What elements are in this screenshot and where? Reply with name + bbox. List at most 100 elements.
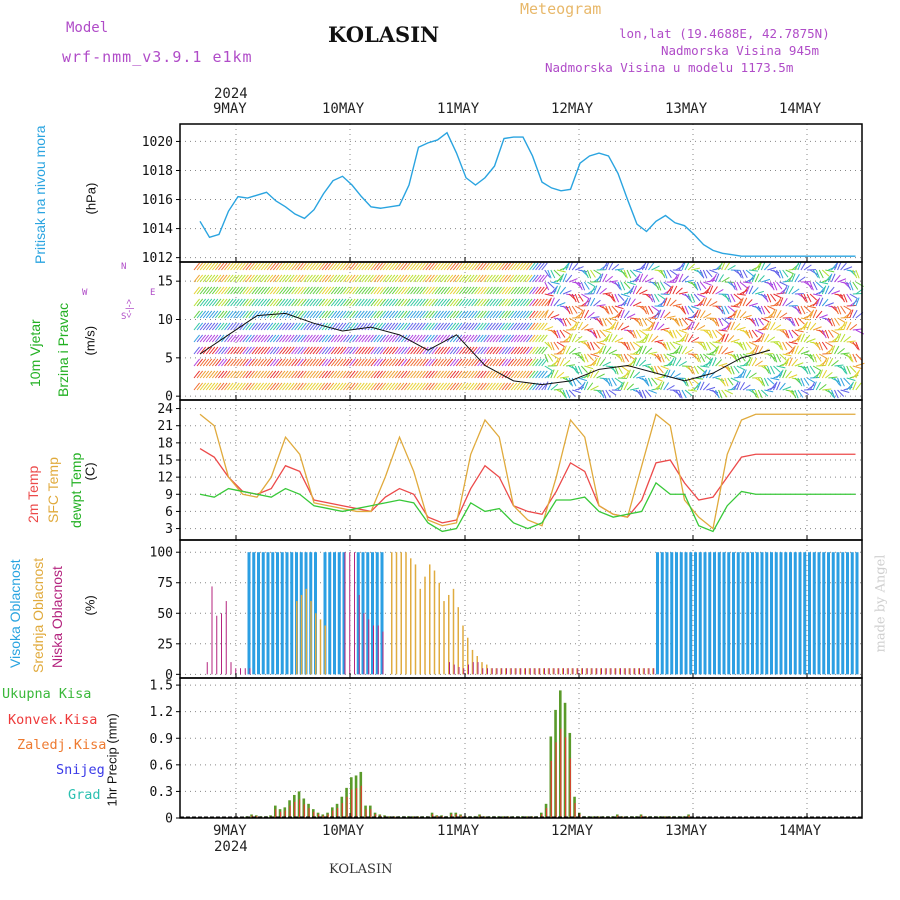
wind-barb — [218, 358, 225, 367]
wind-barb — [321, 310, 329, 319]
wind-barb — [809, 309, 815, 319]
wind-barb — [666, 341, 671, 351]
wind-barb — [208, 298, 216, 307]
wind-barb — [651, 335, 659, 343]
wind-barb — [440, 262, 448, 271]
wind-barb — [663, 297, 668, 307]
wind-barb — [645, 347, 653, 355]
wind-barb — [404, 310, 411, 319]
wind-barb — [602, 262, 608, 271]
wind-barb — [330, 358, 338, 367]
wind-barb — [602, 273, 608, 283]
wind-barb — [590, 297, 596, 307]
wind-barb — [297, 322, 304, 331]
wind-barb — [279, 370, 286, 379]
wind-barb — [519, 298, 527, 307]
wind-barb — [373, 334, 380, 343]
wind-barb — [849, 281, 854, 291]
wind-barb — [303, 298, 310, 307]
wind-barb — [672, 357, 677, 367]
wind-barb — [373, 382, 380, 391]
wind-barb — [455, 346, 463, 355]
wind-barb — [205, 370, 213, 379]
wind-barb — [416, 262, 423, 271]
wind-barb — [678, 389, 683, 399]
wind-barb — [440, 334, 448, 343]
wind-barb — [779, 353, 787, 361]
wind-barb — [785, 285, 790, 295]
wind-barb — [629, 269, 637, 277]
wind-barb — [813, 293, 823, 297]
cloud-low-bar — [539, 668, 541, 675]
cloud-mid-bar — [562, 668, 564, 675]
cloud-low-bar — [534, 668, 536, 675]
precip-conv-bar — [303, 804, 305, 818]
wind-barb — [279, 286, 286, 295]
wind-barb — [639, 289, 648, 295]
wind-barb — [626, 297, 631, 307]
cloud-low-bar — [605, 668, 607, 675]
y-tick-label: 6 — [165, 505, 173, 520]
wind-barb — [452, 358, 460, 367]
wind-barb — [294, 262, 301, 271]
wind-barb — [449, 310, 457, 319]
wind-barb — [712, 286, 718, 295]
wind-barb — [437, 274, 444, 283]
top-day-label: 9MAY — [213, 101, 247, 117]
wind-barb — [516, 274, 524, 283]
wind-barb — [205, 262, 213, 271]
cloud-low-bar — [496, 668, 498, 675]
cloud-low-bar — [449, 662, 450, 675]
wind-barb — [730, 321, 736, 331]
wind-barb — [684, 279, 694, 283]
wind-barb — [269, 298, 277, 307]
wind-barb — [754, 377, 764, 384]
wind-barb — [449, 286, 457, 295]
wind-barb — [397, 310, 405, 319]
wind-barb — [251, 322, 258, 331]
wind-barb — [779, 369, 784, 379]
cloud-mid-bar — [424, 576, 426, 675]
wind-barb — [571, 262, 579, 271]
wind-barb — [446, 310, 454, 319]
wind-barb — [703, 353, 711, 361]
cloud-mid-bar — [490, 668, 493, 675]
cloud-high-bar — [713, 552, 716, 675]
precip-conv-bar — [279, 811, 282, 818]
wind-barb — [361, 286, 368, 295]
wind-barb — [645, 389, 652, 398]
wind-barb — [285, 334, 292, 343]
wind-barb — [199, 382, 207, 391]
wind-barb — [294, 346, 301, 355]
wind-barb — [260, 322, 268, 331]
wind-barb — [739, 341, 745, 351]
wind-barb — [333, 334, 341, 343]
wind-barb — [282, 298, 289, 307]
wind-barb — [382, 298, 390, 307]
wind-barb — [416, 358, 423, 367]
model-label: Model — [66, 20, 109, 36]
wind-barb — [236, 358, 243, 367]
wind-barb — [516, 262, 524, 271]
wind-barb — [385, 322, 393, 331]
wind-barb — [568, 389, 576, 397]
wind-barb — [550, 297, 555, 307]
wind-barb — [336, 322, 344, 331]
cloud-high-bar — [850, 552, 854, 675]
wind-barb — [596, 357, 601, 367]
wind-barb — [257, 346, 265, 355]
wind-barb — [397, 334, 405, 343]
wind-barb — [800, 262, 807, 271]
wind-barb — [376, 286, 383, 295]
wind-barb — [416, 298, 423, 307]
wind-barb — [581, 323, 589, 331]
wind-barb — [425, 310, 432, 319]
cloud-mid-bar — [391, 552, 393, 675]
wind-barb — [617, 382, 624, 391]
wind-barb — [477, 274, 484, 283]
wind-barb — [779, 269, 784, 279]
wind-barb — [434, 262, 441, 271]
wind-barb — [462, 370, 469, 379]
wind-barb — [471, 382, 478, 391]
cloud-mid-bar — [405, 552, 407, 675]
